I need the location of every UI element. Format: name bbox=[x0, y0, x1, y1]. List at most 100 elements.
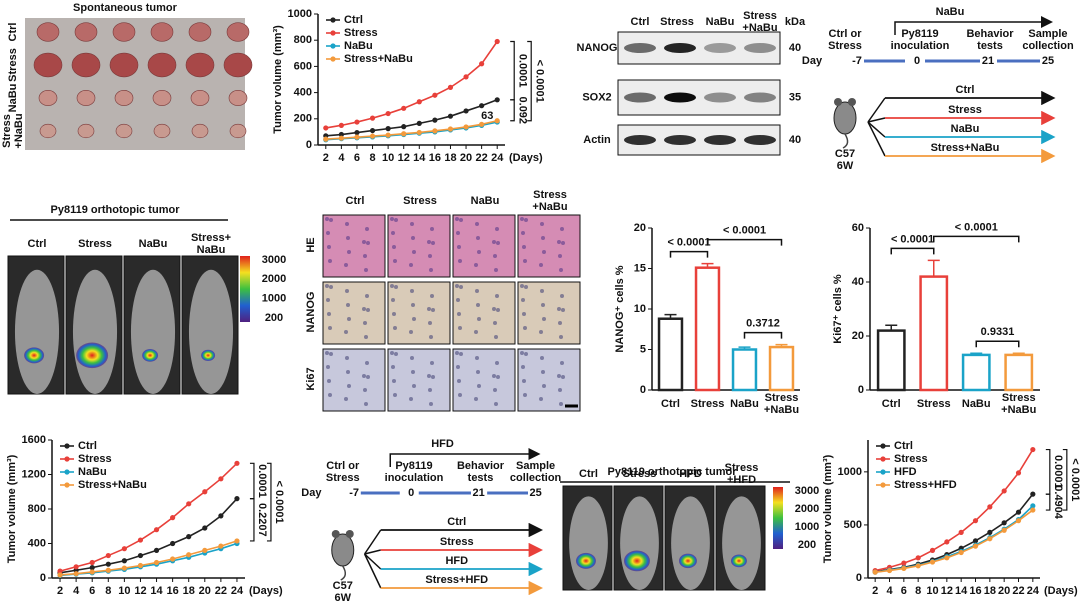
treatment-bracket bbox=[389, 448, 541, 467]
ihc-tile bbox=[387, 214, 451, 278]
y-tick-label: 10 bbox=[634, 303, 646, 315]
nucleus bbox=[430, 227, 434, 231]
blot-column: NaBu bbox=[706, 16, 735, 28]
nucleus bbox=[522, 245, 526, 249]
signal bbox=[623, 550, 650, 572]
signal bbox=[730, 554, 747, 568]
nucleus bbox=[492, 374, 496, 378]
x-tick-label: 12 bbox=[941, 585, 953, 597]
nucleus bbox=[394, 285, 398, 289]
nucleus bbox=[430, 361, 434, 365]
nucleus bbox=[495, 227, 499, 231]
band-name: Actin bbox=[583, 134, 611, 146]
nucleus bbox=[456, 298, 460, 302]
nucleus bbox=[522, 312, 526, 316]
point bbox=[872, 569, 878, 575]
x-tick-label: NaBu bbox=[730, 398, 759, 410]
nucleus bbox=[390, 217, 394, 221]
series-line bbox=[325, 119, 498, 140]
ihc-tile bbox=[517, 214, 581, 278]
nucleus bbox=[557, 374, 561, 378]
annotation: 0.0001 bbox=[1052, 455, 1064, 489]
fan bbox=[867, 121, 886, 138]
point bbox=[121, 546, 127, 552]
legend-dot bbox=[880, 456, 886, 462]
ihc-column: Stress bbox=[403, 195, 437, 207]
x-tick-label: Stress bbox=[691, 398, 725, 410]
point bbox=[886, 567, 893, 574]
nucleus bbox=[474, 263, 478, 267]
row-label: Stress bbox=[7, 48, 19, 82]
nucleus bbox=[539, 397, 543, 401]
point bbox=[958, 529, 964, 535]
colorbar bbox=[773, 487, 783, 549]
nucleus bbox=[328, 393, 332, 397]
mouse-body bbox=[671, 496, 710, 590]
x-axis-label: (Days) bbox=[1044, 585, 1078, 597]
signal bbox=[678, 553, 697, 569]
y-tick-label: 5 bbox=[640, 343, 646, 355]
mouse bbox=[331, 533, 355, 567]
nucleus bbox=[328, 326, 332, 330]
nucleus bbox=[493, 388, 497, 392]
nucleus bbox=[558, 321, 562, 325]
x-tick-label: 24 bbox=[1027, 585, 1040, 597]
nucleus bbox=[521, 231, 525, 235]
image-column: Ctrl bbox=[579, 468, 598, 480]
point bbox=[447, 84, 454, 90]
mouse-body bbox=[188, 269, 234, 394]
nucleus bbox=[392, 245, 396, 249]
nucleus bbox=[456, 231, 460, 235]
nucleus bbox=[520, 284, 524, 288]
nucleus bbox=[429, 335, 433, 339]
point bbox=[57, 568, 63, 574]
point bbox=[1030, 491, 1036, 497]
nucleus bbox=[392, 312, 396, 316]
nucleus bbox=[410, 356, 414, 360]
nucleus bbox=[476, 370, 480, 374]
nucleus bbox=[496, 308, 500, 312]
bracket bbox=[975, 340, 1020, 348]
nucleus bbox=[560, 227, 564, 231]
nucleus bbox=[411, 370, 415, 374]
mouse-body bbox=[14, 269, 60, 394]
nucleus bbox=[428, 388, 432, 392]
mouse-body bbox=[722, 496, 761, 590]
nucleus bbox=[523, 326, 527, 330]
bracket bbox=[249, 498, 255, 542]
tumor bbox=[150, 22, 174, 42]
nucleus bbox=[540, 289, 544, 293]
x-tick-label: 12 bbox=[134, 585, 146, 597]
y-tick-label: 400 bbox=[294, 87, 312, 99]
ihc-row: HE bbox=[305, 237, 317, 252]
point bbox=[170, 540, 176, 547]
band bbox=[664, 135, 696, 145]
nucleus bbox=[520, 351, 524, 355]
bar bbox=[876, 329, 906, 392]
nucleus bbox=[363, 388, 367, 392]
day: 0 bbox=[914, 55, 920, 67]
mouse-ear bbox=[331, 530, 340, 538]
colorbar-label: 200 bbox=[798, 539, 816, 551]
y-axis-label: Tumor volume (mm³) bbox=[272, 25, 284, 134]
ihc-column: NaBu bbox=[471, 195, 500, 207]
x-tick-label: NaBu bbox=[962, 398, 991, 410]
blot-column: Stress bbox=[660, 16, 694, 28]
band-kda: 40 bbox=[789, 42, 801, 54]
x-tick-label: 14 bbox=[955, 585, 968, 597]
legend-label: Stress bbox=[894, 453, 928, 465]
point bbox=[153, 547, 160, 554]
band bbox=[624, 43, 656, 53]
nucleus bbox=[394, 218, 398, 222]
point bbox=[432, 128, 438, 134]
y-axis-label: Tumor volume (mm³) bbox=[6, 454, 18, 563]
band-name: SOX2 bbox=[582, 91, 611, 103]
x-tick-label: 14 bbox=[413, 152, 426, 164]
nucleus bbox=[362, 240, 366, 244]
signal bbox=[24, 347, 45, 364]
bracket bbox=[510, 99, 515, 122]
nucleus bbox=[362, 307, 366, 311]
point bbox=[987, 536, 993, 542]
series-line bbox=[325, 41, 498, 129]
bracket bbox=[706, 238, 783, 246]
